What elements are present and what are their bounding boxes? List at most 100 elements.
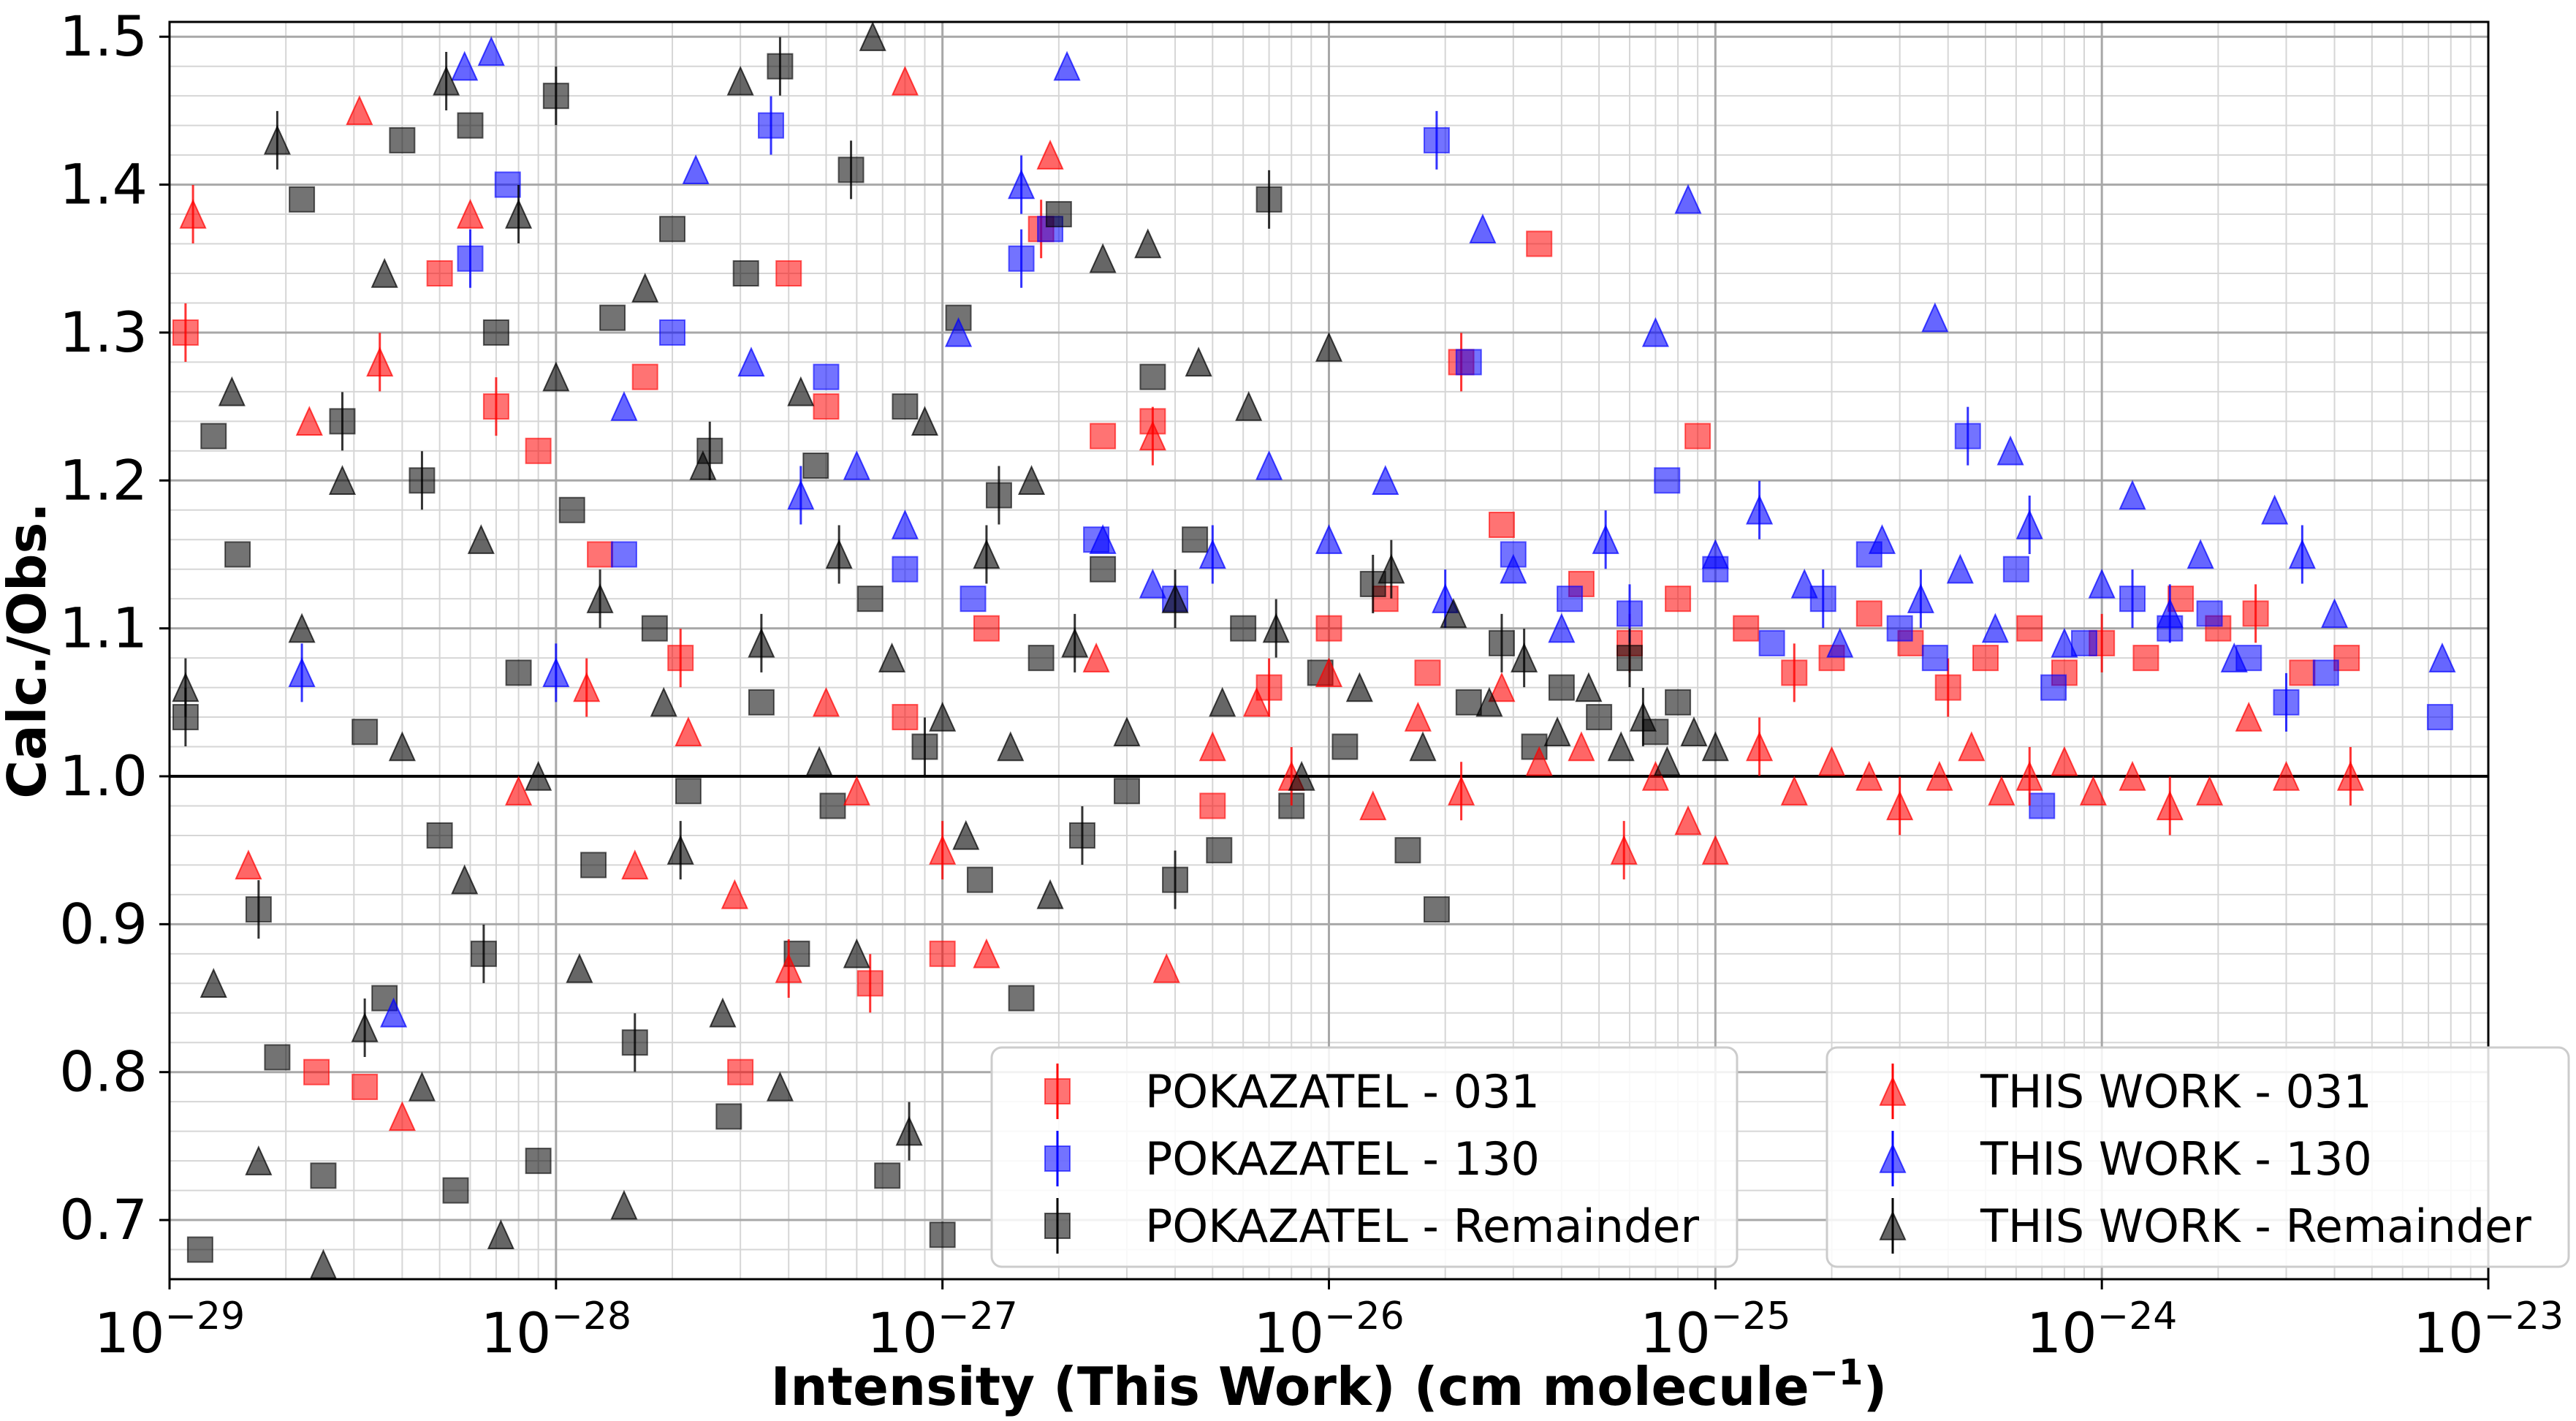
- this-work-130-point: [1469, 213, 1497, 243]
- pokazatel-130-point: [2029, 792, 2056, 819]
- this-work-031-point: [573, 672, 601, 702]
- this-work-031-point: [1152, 952, 1180, 983]
- y-tick-label: 1.1: [59, 596, 148, 661]
- this-work-130-point: [1996, 435, 2024, 466]
- pokazatel-130-point: [1921, 645, 1948, 672]
- this-work-remainder-point: [1653, 746, 1681, 776]
- this-work-remainder-point: [1680, 716, 1708, 746]
- pokazatel-remainder-point: [1331, 733, 1359, 760]
- pokazatel-031-point: [172, 319, 199, 346]
- pokazatel-130-point: [610, 541, 637, 568]
- this-work-031-point: [675, 716, 702, 746]
- pokazatel-remainder-point: [1008, 985, 1035, 1012]
- this-work-remainder-point: [218, 376, 246, 406]
- pokazatel-031-point: [1199, 792, 1226, 819]
- this-work-remainder-point: [650, 686, 677, 717]
- y-tick-label: 0.8: [59, 1039, 148, 1104]
- legend-frame: [990, 1046, 1739, 1268]
- this-work-130-point: [2156, 598, 2184, 629]
- x-axis-label-end: ): [1863, 1356, 1887, 1417]
- pokazatel-130-point: [2312, 659, 2339, 686]
- x-tick-label: 10−25: [1640, 1295, 1790, 1365]
- pokazatel-remainder-point: [329, 408, 356, 435]
- pokazatel-remainder-point: [599, 304, 626, 331]
- pokazatel-130-point: [1886, 615, 1913, 642]
- this-work-130-point: [1592, 524, 1619, 554]
- pokazatel-031-point: [856, 970, 884, 997]
- pokazatel-130-point: [758, 112, 785, 139]
- pokazatel-remainder-point: [1455, 689, 1482, 716]
- y-tick-label: 0.7: [59, 1187, 148, 1252]
- this-work-remainder-point: [1440, 598, 1467, 629]
- this-work-031-point: [2079, 776, 2107, 806]
- pokazatel-remainder-point: [715, 1103, 742, 1130]
- this-work-031-point: [1641, 760, 1669, 791]
- this-work-031-point: [179, 198, 207, 229]
- y-tick-label: 1.5: [59, 4, 148, 69]
- pokazatel-031-point: [587, 541, 614, 568]
- pokazatel-031-point: [1781, 659, 1808, 686]
- this-work-031-point: [2196, 776, 2224, 806]
- this-work-130-point: [787, 480, 815, 510]
- x-tick-label: 10−24: [2026, 1295, 2177, 1365]
- this-work-130-point: [2119, 480, 2146, 510]
- pokazatel-remainder-point: [1665, 689, 1692, 716]
- this-work-031-point: [366, 346, 394, 377]
- this-work-031-point: [456, 198, 485, 229]
- this-work-remainder-point: [586, 583, 614, 613]
- this-work-remainder-point: [1701, 731, 1729, 762]
- series-3: [179, 65, 2364, 1132]
- pokazatel-031-point: [1414, 659, 1441, 686]
- x-tick-exponent: −24: [2097, 1295, 2178, 1338]
- this-work-remainder-point: [997, 731, 1025, 762]
- pokazatel-130-point: [659, 319, 686, 346]
- this-work-remainder-point: [610, 1189, 638, 1220]
- x-tick-exponent: −25: [1711, 1295, 1791, 1338]
- this-work-130-point: [1139, 568, 1166, 599]
- pokazatel-remainder-point: [911, 733, 938, 760]
- pokazatel-remainder-point: [264, 1044, 291, 1071]
- pokazatel-remainder-point: [892, 393, 919, 420]
- this-work-031-point: [929, 835, 957, 865]
- pokazatel-031-point: [1972, 645, 1999, 672]
- pokazatel-130-point: [1455, 349, 1482, 376]
- pokazatel-031-point: [303, 1058, 330, 1085]
- this-work-remainder-point: [328, 465, 357, 495]
- this-work-remainder-point: [1262, 613, 1290, 643]
- legend-marker: [1879, 1143, 1907, 1173]
- this-work-remainder-point: [200, 968, 227, 998]
- this-work-031-point: [295, 406, 323, 436]
- x-tick-base: 10: [2413, 1300, 2484, 1365]
- pokazatel-remainder-point: [186, 1236, 213, 1263]
- this-work-remainder-point: [1511, 643, 1538, 672]
- pokazatel-130-point: [1616, 600, 1644, 627]
- x-tick-base: 10: [94, 1300, 165, 1365]
- this-work-130-point: [1053, 50, 1081, 81]
- pokazatel-remainder-point: [542, 83, 569, 110]
- this-work-130-point: [610, 391, 638, 421]
- pokazatel-031-point: [1090, 422, 1117, 450]
- y-tick-label: 1.2: [59, 447, 148, 512]
- this-work-remainder-point: [309, 1248, 337, 1279]
- x-tick-label: 10−26: [1253, 1295, 1404, 1365]
- this-work-031-point: [812, 686, 840, 717]
- pokazatel-remainder-point: [1423, 896, 1450, 923]
- this-work-031-point: [505, 776, 533, 806]
- pokazatel-remainder-point: [929, 1221, 956, 1248]
- pokazatel-remainder-point: [1045, 201, 1072, 228]
- this-work-031-point: [2119, 760, 2146, 791]
- pokazatel-130-point: [892, 556, 919, 583]
- pokazatel-031-point: [1733, 615, 1760, 642]
- pokazatel-remainder-point: [289, 186, 316, 213]
- pokazatel-031-point: [1665, 586, 1692, 613]
- pokazatel-remainder-point: [505, 659, 532, 686]
- pokazatel-remainder-point: [659, 216, 686, 243]
- pokazatel-031-point: [2016, 615, 2043, 642]
- this-work-remainder-point: [1089, 243, 1117, 273]
- legend-box-left: POKAZATEL - 031 POKAZATEL - 130 POKAZATEL …: [990, 1046, 1739, 1268]
- this-work-remainder-point: [1185, 346, 1212, 377]
- this-work-031-point: [973, 938, 1000, 969]
- this-work-remainder-point: [408, 1071, 436, 1102]
- this-work-130-point: [288, 657, 316, 688]
